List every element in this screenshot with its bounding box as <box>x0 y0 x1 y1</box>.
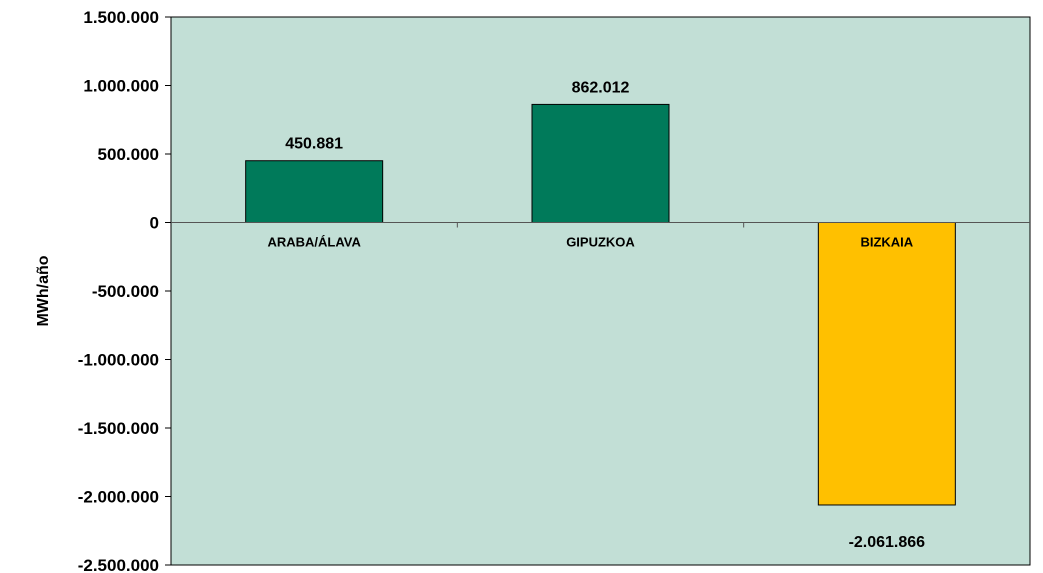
category-label: BIZKAIA <box>860 235 913 250</box>
y-tick-label: -2.500.000 <box>78 556 159 573</box>
bar <box>245 160 384 224</box>
bars-group <box>245 103 956 506</box>
bar <box>817 222 956 506</box>
data-label: 862.012 <box>572 79 630 96</box>
y-tick-label: 0 <box>150 214 159 233</box>
y-tick-label: -1.000.000 <box>78 351 159 370</box>
y-tick-label: 1.500.000 <box>83 8 159 27</box>
y-tick-label: -1.500.000 <box>78 419 159 438</box>
category-label: GIPUZKOA <box>566 235 635 250</box>
data-label: 450.881 <box>285 136 343 153</box>
data-label: -2.061.866 <box>849 534 926 551</box>
y-tick-label: 500.000 <box>98 145 159 164</box>
y-tick-label: 1.000.000 <box>83 77 159 96</box>
axes-group <box>165 16 1030 566</box>
y-tick-label: -500.000 <box>92 282 159 301</box>
labels-group: 1.500.000 1.000.000 500.000 0 -500.000 -1.000… <box>78 8 925 573</box>
category-label: ARABA/ÁLAVA <box>267 235 361 250</box>
y-axis-title: MWh/año <box>35 255 52 326</box>
bar <box>531 103 670 223</box>
y-tick-label: -2.000.000 <box>78 488 159 507</box>
